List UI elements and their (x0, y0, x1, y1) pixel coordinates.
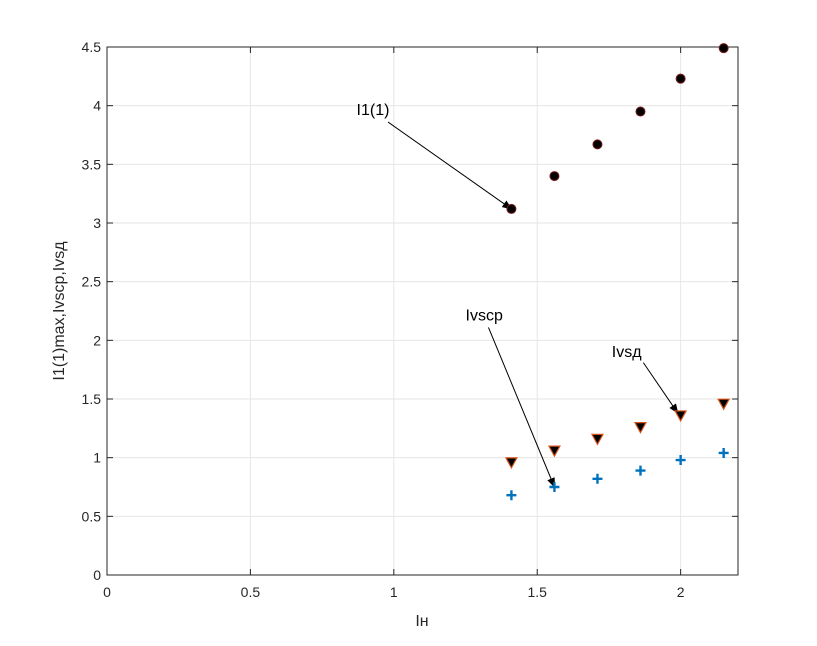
annotation-arrow (488, 327, 555, 488)
data-point-plus (718, 447, 729, 458)
grid-lines (107, 47, 738, 575)
y-tick-label: 2 (93, 332, 101, 348)
annotation-label: Ivsд (612, 344, 642, 361)
data-point-circle (592, 139, 603, 150)
y-axis-label: I1(1)max,Ivscp,Ivsд (51, 241, 68, 381)
data-point-plus (549, 482, 560, 492)
plot-area (107, 47, 738, 575)
y-tick-label: 3 (93, 215, 101, 231)
data-point-circle (718, 43, 729, 54)
data-points (504, 43, 731, 501)
x-tick-label: 0 (103, 584, 111, 600)
data-point-triangle (504, 457, 518, 470)
data-point-plus (506, 490, 517, 501)
data-point-triangle (547, 445, 561, 458)
y-tick-label: 0.5 (82, 508, 102, 524)
x-axis-label: Iн (415, 613, 428, 630)
y-tick-label: 4 (93, 98, 101, 114)
y-tick-label: 2.5 (82, 274, 102, 290)
y-tick-label: 3.5 (82, 156, 102, 172)
annotation-arrow (642, 362, 679, 414)
axes-box (106, 46, 739, 576)
x-axis: 0 0.5 1 1.5 2 (103, 47, 685, 600)
y-axis: 0 0.5 1 1.5 2 2.5 3 3.5 4 4.5 (82, 39, 738, 583)
annotations: I1(1) Ivscp Ivsд (357, 102, 679, 488)
annotation-label: Ivscp (466, 307, 503, 324)
annotation-label: I1(1) (357, 102, 390, 119)
data-point-plus (592, 473, 603, 484)
y-tick-label: 0 (93, 567, 101, 583)
data-point-circle (635, 106, 646, 117)
x-tick-label: 1.5 (527, 584, 547, 600)
annotation-arrow (387, 121, 513, 210)
data-point-plus (635, 465, 646, 476)
x-tick-label: 0.5 (241, 584, 261, 600)
y-tick-label: 1.5 (82, 391, 102, 407)
data-point-triangle (590, 433, 604, 446)
data-point-circle (675, 73, 686, 84)
data-point-circle (549, 171, 560, 182)
y-tick-label: 4.5 (82, 39, 102, 55)
data-point-circle (506, 203, 517, 214)
data-point-triangle (674, 410, 688, 423)
data-point-triangle (633, 422, 647, 434)
data-point-plus (675, 455, 686, 466)
y-tick-label: 1 (93, 450, 101, 466)
data-point-triangle (717, 398, 731, 411)
x-tick-label: 1 (390, 584, 398, 600)
x-tick-label: 2 (677, 584, 685, 600)
